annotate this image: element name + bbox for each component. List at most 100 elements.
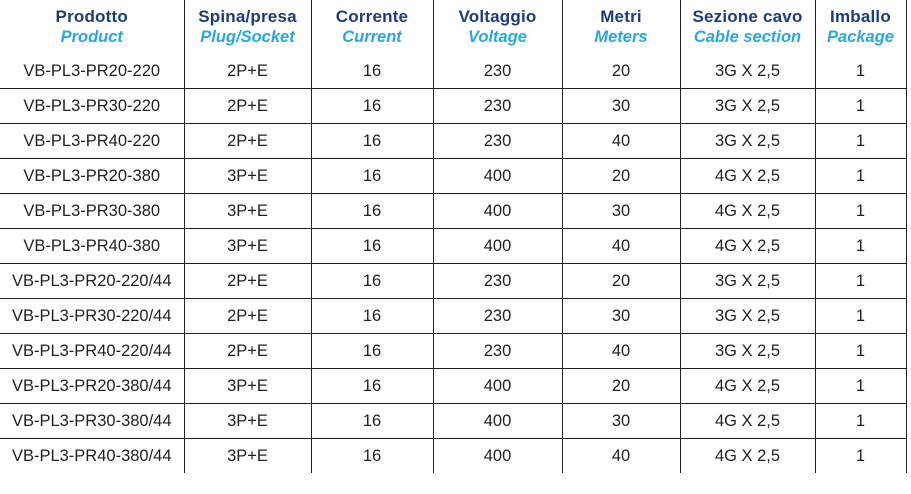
table-cell-package: 1: [815, 228, 907, 264]
table-cell-package: 1: [815, 403, 907, 439]
table-row: VB-PL3-PR20-380 3P+E 16 400 20 4G X 2,5 1: [0, 158, 907, 194]
table-cell-voltage: 400: [433, 193, 563, 229]
table-cell-voltage: 230: [433, 298, 563, 334]
table-row: VB-PL3-PR30-220/44 2P+E 16 230 30 3G X 2,5 1: [0, 298, 907, 334]
table-cell-product: VB-PL3-PR20-220: [0, 54, 185, 89]
table-row: VB-PL3-PR20-220/44 2P+E 16 230 20 3G X 2,5 1: [0, 263, 907, 299]
table-cell-voltage: 230: [433, 88, 563, 124]
table-cell-cable-section: 4G X 2,5: [680, 403, 816, 439]
table-cell-package: 1: [815, 193, 907, 229]
table-cell-package: 1: [815, 438, 907, 473]
table-cell-cable-section: 4G X 2,5: [680, 193, 816, 229]
table-cell-cable-section: 4G X 2,5: [680, 368, 816, 404]
table-cell-meters: 30: [562, 193, 681, 229]
table-cell-cable-section: 3G X 2,5: [680, 263, 816, 299]
column-label-en: Product: [60, 28, 123, 46]
table-cell-current: 16: [311, 228, 434, 264]
table-cell-product: VB-PL3-PR30-380: [0, 193, 185, 229]
table-cell-cable-section: 3G X 2,5: [680, 123, 816, 159]
table-cell-meters: 40: [562, 438, 681, 473]
table-row: VB-PL3-PR20-220 2P+E 16 230 20 3G X 2,5 1: [0, 54, 907, 89]
table-row: VB-PL3-PR40-220/44 2P+E 16 230 40 3G X 2,5 1: [0, 333, 907, 369]
table-cell-current: 16: [311, 123, 434, 159]
table-cell-voltage: 400: [433, 158, 563, 194]
table-cell-product: VB-PL3-PR40-220/44: [0, 333, 185, 369]
table-cell-meters: 30: [562, 403, 681, 439]
product-spec-table: Prodotto Product Spina/presa Plug/Socket…: [0, 0, 907, 473]
table-cell-plug-socket: 2P+E: [184, 54, 312, 89]
table-row: VB-PL3-PR40-220 2P+E 16 230 40 3G X 2,5 1: [0, 123, 907, 159]
column-label-it: Prodotto: [55, 7, 128, 26]
table-row: VB-PL3-PR40-380/44 3P+E 16 400 40 4G X 2,5 1: [0, 438, 907, 473]
table-cell-meters: 30: [562, 88, 681, 124]
table-row: VB-PL3-PR30-380/44 3P+E 16 400 30 4G X 2,5 1: [0, 403, 907, 439]
column-label-en: Plug/Socket: [200, 28, 295, 46]
table-cell-package: 1: [815, 368, 907, 404]
table-cell-cable-section: 3G X 2,5: [680, 88, 816, 124]
table-cell-meters: 20: [562, 158, 681, 194]
column-label-en: Package: [827, 28, 894, 46]
table-cell-voltage: 400: [433, 403, 563, 439]
table-cell-plug-socket: 3P+E: [184, 193, 312, 229]
table-cell-current: 16: [311, 368, 434, 404]
table-cell-package: 1: [815, 263, 907, 299]
table-cell-voltage: 230: [433, 333, 563, 369]
table-cell-voltage: 400: [433, 228, 563, 264]
column-label-it: Sezione cavo: [692, 7, 803, 26]
table-cell-plug-socket: 3P+E: [184, 368, 312, 404]
table-cell-meters: 20: [562, 263, 681, 299]
table-body: VB-PL3-PR20-220 2P+E 16 230 20 3G X 2,5 1 VB-PL…: [0, 54, 907, 473]
column-label-it: Imballo: [830, 7, 891, 26]
table-header: Prodotto Product Spina/presa Plug/Socket…: [0, 0, 907, 54]
table-cell-current: 16: [311, 403, 434, 439]
column-label-en: Meters: [594, 28, 648, 46]
table-cell-current: 16: [311, 438, 434, 473]
table-cell-package: 1: [815, 123, 907, 159]
column-header-meters: Metri Meters: [562, 0, 681, 54]
column-header-voltage: Voltaggio Voltage: [433, 0, 563, 54]
table-cell-plug-socket: 2P+E: [184, 88, 312, 124]
table-cell-plug-socket: 2P+E: [184, 333, 312, 369]
table-row: VB-PL3-PR30-380 3P+E 16 400 30 4G X 2,5 1: [0, 193, 907, 229]
table-cell-product: VB-PL3-PR30-220: [0, 88, 185, 124]
table-cell-voltage: 230: [433, 54, 563, 89]
table-row: VB-PL3-PR40-380 3P+E 16 400 40 4G X 2,5 1: [0, 228, 907, 264]
table-cell-meters: 20: [562, 54, 681, 89]
table-cell-current: 16: [311, 158, 434, 194]
column-label-it: Spina/presa: [198, 7, 297, 26]
header-row: Prodotto Product Spina/presa Plug/Socket…: [0, 0, 907, 54]
column-label-en: Current: [342, 28, 402, 46]
column-label-it: Corrente: [335, 7, 409, 26]
table-cell-package: 1: [815, 298, 907, 334]
table-cell-meters: 40: [562, 123, 681, 159]
table-cell-cable-section: 3G X 2,5: [680, 54, 816, 89]
table-cell-package: 1: [815, 88, 907, 124]
table-cell-voltage: 400: [433, 438, 563, 473]
table-cell-current: 16: [311, 263, 434, 299]
table-cell-voltage: 230: [433, 263, 563, 299]
table-cell-plug-socket: 3P+E: [184, 228, 312, 264]
table-cell-product: VB-PL3-PR20-220/44: [0, 263, 185, 299]
table-cell-current: 16: [311, 298, 434, 334]
column-header-product: Prodotto Product: [0, 0, 185, 54]
table-cell-plug-socket: 2P+E: [184, 263, 312, 299]
table-cell-cable-section: 4G X 2,5: [680, 158, 816, 194]
table-cell-meters: 40: [562, 333, 681, 369]
table-cell-plug-socket: 3P+E: [184, 438, 312, 473]
table-cell-package: 1: [815, 333, 907, 369]
table-cell-cable-section: 3G X 2,5: [680, 333, 816, 369]
table-cell-package: 1: [815, 54, 907, 89]
table-cell-current: 16: [311, 193, 434, 229]
table-cell-product: VB-PL3-PR40-380: [0, 228, 185, 264]
column-header-current: Corrente Current: [311, 0, 434, 54]
table-cell-cable-section: 4G X 2,5: [680, 228, 816, 264]
table-cell-meters: 30: [562, 298, 681, 334]
table-cell-voltage: 400: [433, 368, 563, 404]
column-label-en: Voltage: [468, 28, 527, 46]
table-cell-product: VB-PL3-PR40-380/44: [0, 438, 185, 473]
table-cell-meters: 40: [562, 228, 681, 264]
table-cell-package: 1: [815, 158, 907, 194]
table-cell-meters: 20: [562, 368, 681, 404]
table-cell-current: 16: [311, 333, 434, 369]
table-cell-current: 16: [311, 54, 434, 89]
